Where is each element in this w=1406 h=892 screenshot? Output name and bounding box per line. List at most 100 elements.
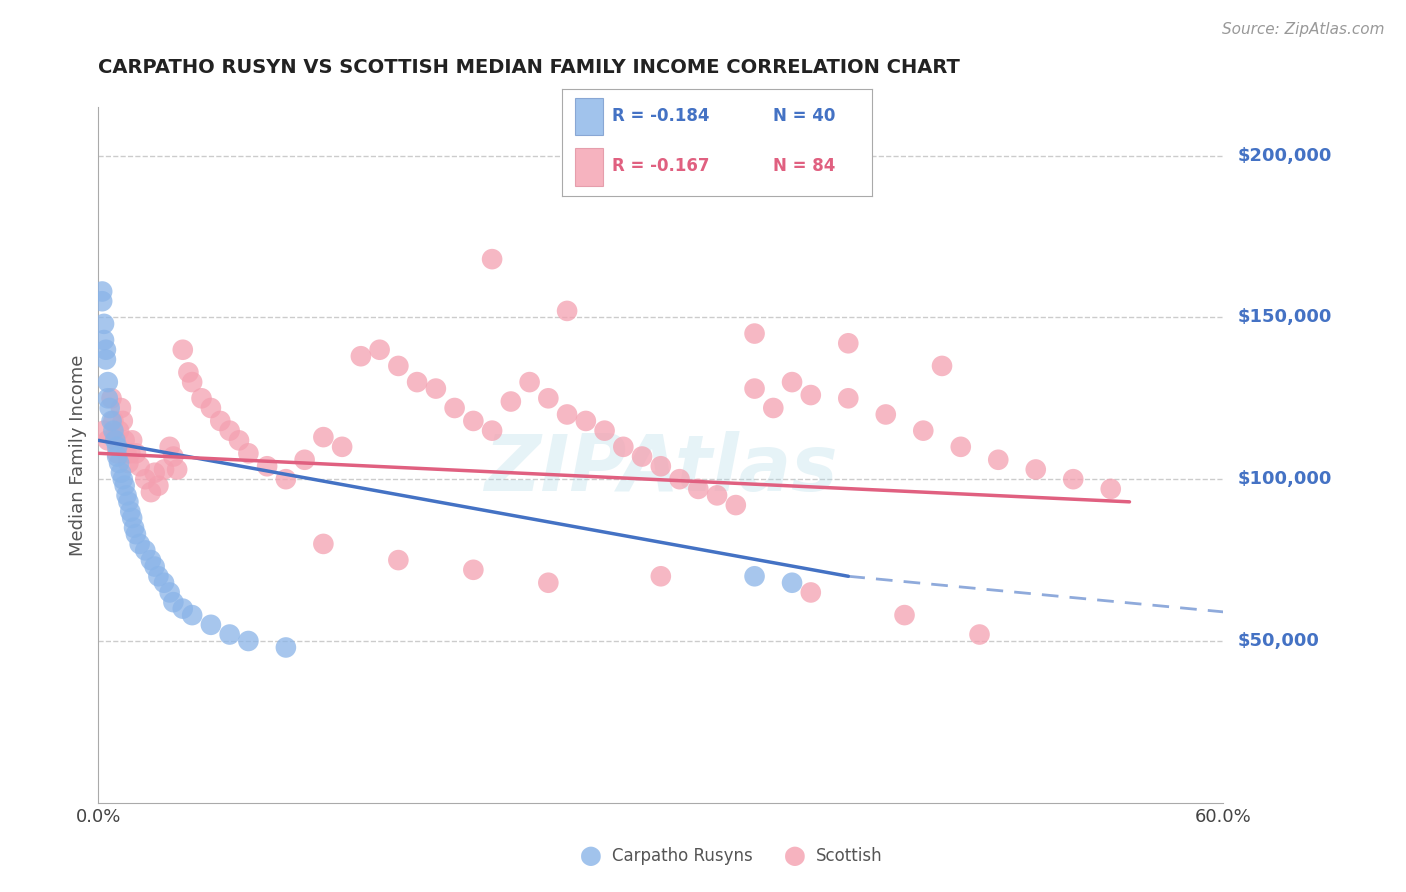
Point <box>125 446 148 460</box>
Point <box>837 336 859 351</box>
Point <box>209 414 232 428</box>
Text: $50,000: $50,000 <box>1237 632 1319 650</box>
Point <box>93 424 115 438</box>
Point <box>780 375 803 389</box>
Point <box>481 252 503 267</box>
Text: R = -0.167: R = -0.167 <box>612 157 710 175</box>
Point <box>744 326 766 341</box>
Point <box>110 466 132 480</box>
Point <box>104 430 127 444</box>
Point <box>148 478 170 492</box>
Point <box>893 608 915 623</box>
Point <box>256 459 278 474</box>
Point <box>593 424 616 438</box>
Point <box>108 424 131 438</box>
Point <box>537 575 560 590</box>
Point <box>93 333 115 347</box>
Point <box>537 392 560 406</box>
Point <box>97 434 120 448</box>
Point <box>575 414 598 428</box>
Text: Scottish: Scottish <box>815 847 882 865</box>
Text: CARPATHO RUSYN VS SCOTTISH MEDIAN FAMILY INCOME CORRELATION CHART: CARPATHO RUSYN VS SCOTTISH MEDIAN FAMILY… <box>98 58 960 77</box>
Point <box>128 537 150 551</box>
Point <box>120 504 142 518</box>
Point <box>120 446 142 460</box>
Point <box>912 424 935 438</box>
Point <box>969 627 991 641</box>
Point <box>218 627 240 641</box>
Point <box>190 392 212 406</box>
Point <box>650 569 672 583</box>
Point <box>387 359 409 373</box>
Point <box>555 304 578 318</box>
Point <box>117 456 139 470</box>
Point <box>650 459 672 474</box>
Point <box>238 446 260 460</box>
Point <box>443 401 465 415</box>
Point <box>949 440 972 454</box>
Point <box>800 388 823 402</box>
Point <box>481 424 503 438</box>
Point <box>519 375 541 389</box>
Point <box>312 537 335 551</box>
Point <box>115 488 138 502</box>
Point <box>117 495 139 509</box>
Point <box>122 521 145 535</box>
Text: N = 84: N = 84 <box>773 157 835 175</box>
Point <box>111 472 134 486</box>
Point <box>159 585 181 599</box>
Point <box>114 478 136 492</box>
Point <box>312 430 335 444</box>
Point <box>114 434 136 448</box>
Point <box>425 382 447 396</box>
Point <box>200 617 222 632</box>
Point <box>139 485 162 500</box>
Point <box>148 569 170 583</box>
Point <box>274 640 297 655</box>
Y-axis label: Median Family Income: Median Family Income <box>69 354 87 556</box>
Point <box>105 440 128 454</box>
Point <box>97 375 120 389</box>
Point <box>103 424 125 438</box>
Point <box>330 440 353 454</box>
Point <box>153 462 176 476</box>
Point <box>100 392 122 406</box>
Point <box>350 349 373 363</box>
Text: Source: ZipAtlas.com: Source: ZipAtlas.com <box>1222 22 1385 37</box>
Text: ZIPAtlas: ZIPAtlas <box>484 431 838 507</box>
Text: N = 40: N = 40 <box>773 107 835 125</box>
Point <box>100 414 122 428</box>
Point <box>177 365 200 379</box>
Point <box>228 434 250 448</box>
Point <box>875 408 897 422</box>
Point <box>724 498 747 512</box>
Point <box>121 511 143 525</box>
Point <box>706 488 728 502</box>
Text: ⬤: ⬤ <box>783 847 806 866</box>
Point <box>294 452 316 467</box>
Point <box>105 450 128 464</box>
Point <box>172 601 194 615</box>
Point <box>166 462 188 476</box>
Point <box>238 634 260 648</box>
Point <box>159 440 181 454</box>
Point <box>463 563 485 577</box>
Point <box>463 414 485 428</box>
Point <box>97 392 120 406</box>
Point <box>931 359 953 373</box>
Point <box>104 434 127 448</box>
Point <box>143 466 166 480</box>
Point <box>181 608 204 623</box>
Point <box>91 285 114 299</box>
Point <box>139 553 162 567</box>
Point <box>121 434 143 448</box>
Point <box>143 559 166 574</box>
Text: Carpatho Rusyns: Carpatho Rusyns <box>612 847 752 865</box>
Point <box>218 424 240 438</box>
Point <box>125 527 148 541</box>
Point <box>94 352 117 367</box>
Point <box>987 452 1010 467</box>
Point <box>368 343 391 357</box>
Point <box>612 440 634 454</box>
Point <box>115 446 138 460</box>
